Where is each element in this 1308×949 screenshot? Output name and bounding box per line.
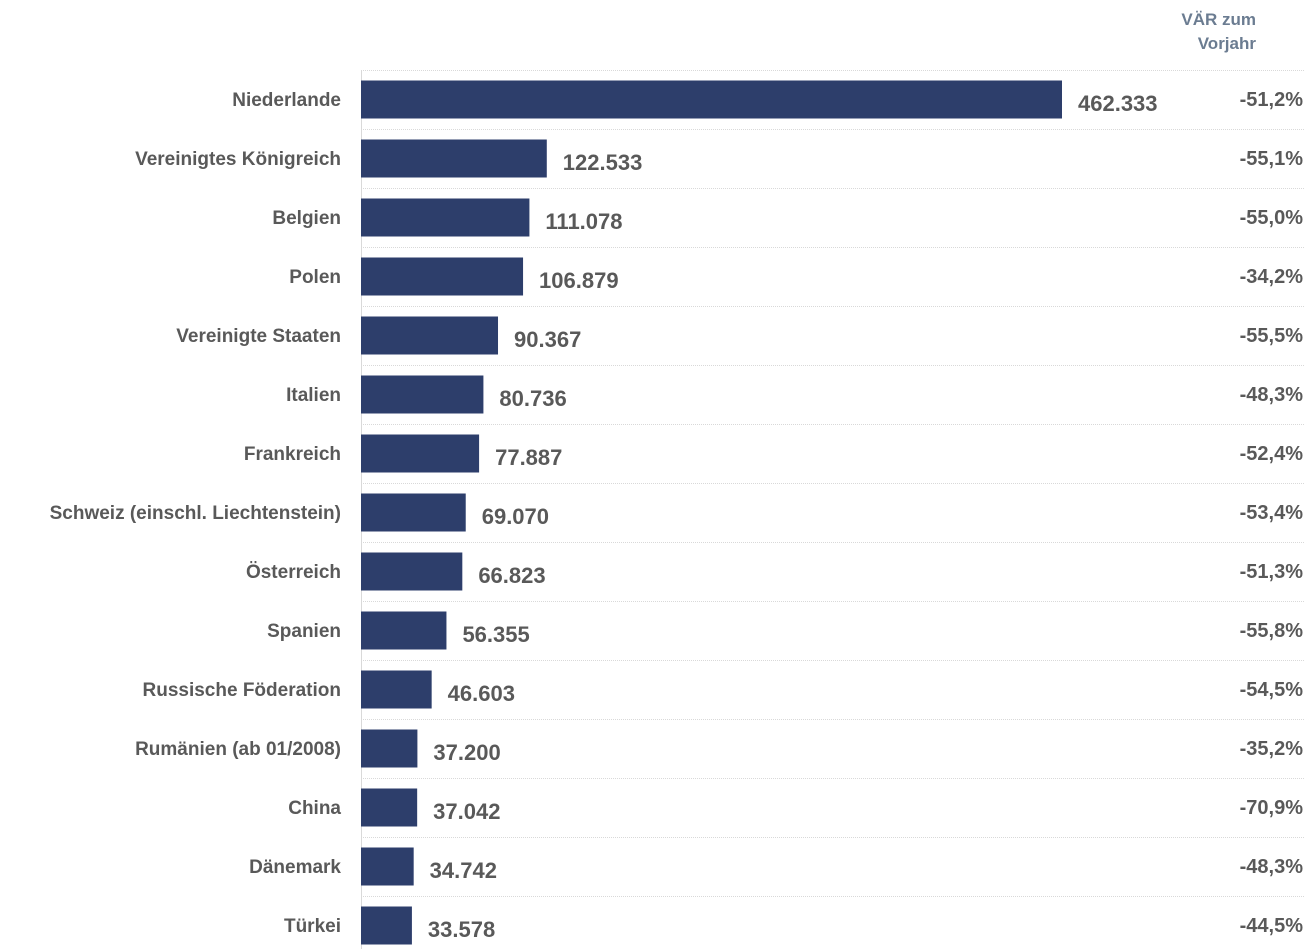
value-label: 46.603	[448, 681, 515, 706]
bar	[361, 729, 418, 768]
value-label: 69.070	[482, 504, 549, 529]
category-label: Schweiz (einschl. Liechtenstein)	[50, 503, 341, 524]
bar	[361, 493, 466, 532]
change-label: -52,4%	[1240, 443, 1304, 465]
value-label: 77.887	[495, 445, 562, 470]
change-label: -55,8%	[1240, 620, 1304, 642]
change-label: -44,5%	[1240, 915, 1304, 937]
bar	[361, 552, 463, 591]
value-label: 33.578	[428, 917, 495, 942]
value-label: 56.355	[462, 622, 529, 647]
value-label: 34.742	[430, 858, 497, 883]
change-label: -54,5%	[1240, 679, 1304, 701]
value-label: 111.078	[545, 209, 622, 234]
category-label: Österreich	[246, 562, 341, 583]
bar	[361, 257, 524, 296]
category-label: Italien	[286, 385, 341, 406]
category-label: Niederlande	[232, 90, 341, 111]
value-label: 37.042	[433, 799, 500, 824]
bar	[361, 847, 414, 886]
change-label: -35,2%	[1240, 738, 1304, 760]
change-label: -55,5%	[1240, 325, 1304, 347]
category-label: Frankreich	[244, 444, 341, 465]
bar	[361, 788, 418, 827]
value-label: 90.367	[514, 327, 581, 352]
change-label: -34,2%	[1240, 266, 1304, 288]
value-label: 462.333	[1078, 91, 1158, 116]
value-label: 37.200	[433, 740, 500, 765]
change-header-line-1: VÄR zum	[1181, 10, 1256, 29]
change-column-header: VÄR zum Vorjahr	[1056, 8, 1256, 56]
category-label: Polen	[289, 267, 341, 288]
category-label: Rumänien (ab 01/2008)	[135, 739, 341, 760]
bar	[361, 906, 412, 945]
category-label: Dänemark	[249, 857, 341, 878]
change-label: -55,0%	[1240, 207, 1304, 229]
bar	[361, 198, 530, 237]
category-label: Türkei	[284, 916, 341, 937]
change-label: -53,4%	[1240, 502, 1304, 524]
bar	[361, 670, 432, 709]
bar	[361, 375, 484, 414]
value-label: 80.736	[499, 386, 566, 411]
value-label: 106.879	[539, 268, 619, 293]
change-label: -70,9%	[1240, 797, 1304, 819]
change-label: -51,2%	[1240, 89, 1304, 111]
category-label: Belgien	[272, 208, 341, 229]
change-label: -55,1%	[1240, 148, 1304, 170]
value-label: 122.533	[563, 150, 643, 175]
bar	[361, 316, 499, 355]
bar	[361, 80, 1062, 119]
change-label: -51,3%	[1240, 561, 1304, 583]
change-header-line-2: Vorjahr	[1197, 34, 1256, 53]
change-label: -48,3%	[1240, 856, 1304, 878]
category-label: Vereinigtes Königreich	[135, 149, 341, 170]
value-label: 66.823	[478, 563, 545, 588]
category-label: Russische Föderation	[143, 680, 342, 701]
change-label: -48,3%	[1240, 384, 1304, 406]
category-label: Spanien	[267, 621, 341, 642]
category-label: China	[288, 798, 341, 819]
bar	[361, 611, 447, 650]
bar	[361, 434, 480, 473]
bar	[361, 139, 547, 178]
category-label: Vereinigte Staaten	[176, 326, 341, 347]
